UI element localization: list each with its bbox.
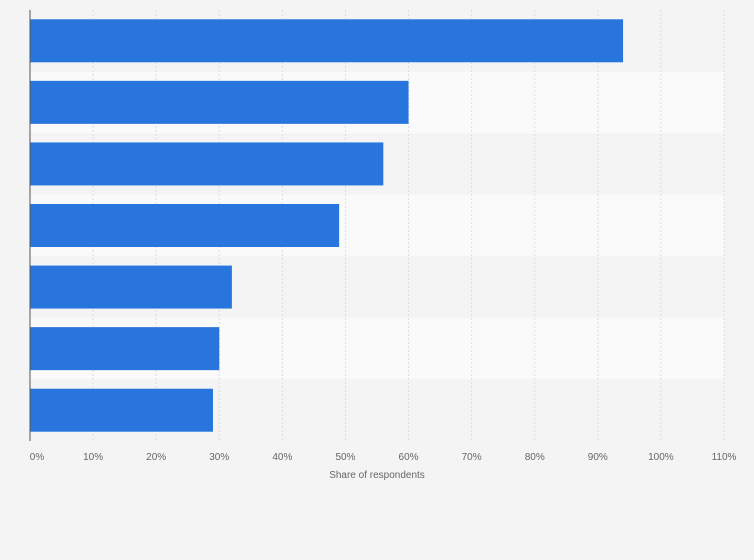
bar [30, 388, 213, 432]
x-axis-title: Share of respondents [329, 470, 425, 481]
x-tick-label: 110% [712, 452, 737, 463]
x-tick-label: 10% [83, 452, 103, 463]
bar [30, 19, 624, 63]
bars [30, 19, 624, 432]
x-axis-ticks: 0% 10% 20% 30% 40% 50% 60% 70% 80% 90% 100% 110% [30, 452, 737, 463]
bar [30, 204, 340, 247]
x-tick-label: 70% [462, 452, 482, 463]
x-tick-label: 80% [525, 452, 545, 463]
x-tick-label: 0% [30, 452, 45, 463]
x-tick-label: 90% [588, 452, 608, 463]
bar [30, 265, 232, 309]
x-tick-label: 60% [399, 452, 419, 463]
bar [30, 142, 384, 186]
x-tick-label: 40% [272, 452, 292, 463]
x-tick-label: 50% [335, 452, 355, 463]
bar [30, 80, 409, 124]
x-tick-label: 20% [146, 452, 166, 463]
x-tick-label: 100% [648, 452, 674, 463]
bar [30, 327, 220, 371]
x-tick-label: 30% [209, 452, 229, 463]
